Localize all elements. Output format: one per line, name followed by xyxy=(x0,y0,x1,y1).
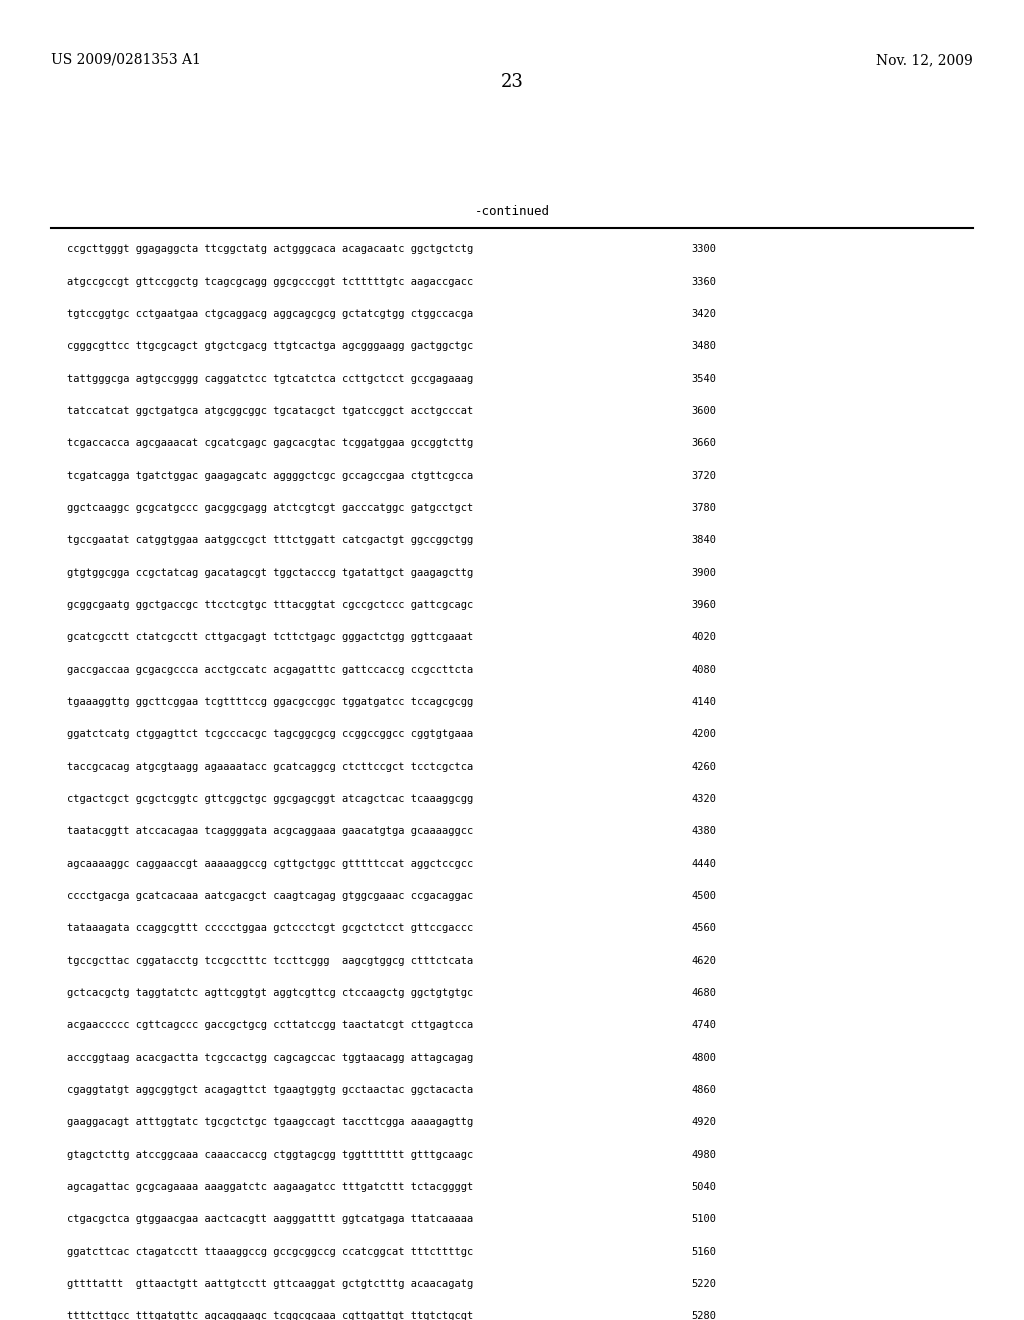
Text: -continued: -continued xyxy=(474,205,550,218)
Text: 3300: 3300 xyxy=(691,244,716,255)
Text: 3900: 3900 xyxy=(691,568,716,578)
Text: 4140: 4140 xyxy=(691,697,716,708)
Text: agcagattac gcgcagaaaa aaaggatctc aagaagatcc tttgatcttt tctacggggt: agcagattac gcgcagaaaa aaaggatctc aagaaga… xyxy=(67,1183,473,1192)
Text: 3420: 3420 xyxy=(691,309,716,319)
Text: gcatcgcctt ctatcgcctt cttgacgagt tcttctgagc gggactctgg ggttcgaaat: gcatcgcctt ctatcgcctt cttgacgagt tcttctg… xyxy=(67,632,473,643)
Text: 3720: 3720 xyxy=(691,471,716,480)
Text: atgccgccgt gttccggctg tcagcgcagg ggcgcccggt tctttttgtc aagaccgacc: atgccgccgt gttccggctg tcagcgcagg ggcgccc… xyxy=(67,277,473,286)
Text: gcggcgaatg ggctgaccgc ttcctcgtgc tttacggtat cgccgctccc gattcgcagc: gcggcgaatg ggctgaccgc ttcctcgtgc tttacgg… xyxy=(67,599,473,610)
Text: 5220: 5220 xyxy=(691,1279,716,1290)
Text: tcgatcagga tgatctggac gaagagcatc aggggctcgc gccagccgaa ctgttcgcca: tcgatcagga tgatctggac gaagagcatc aggggct… xyxy=(67,471,473,480)
Text: gaaggacagt atttggtatc tgcgctctgc tgaagccagt taccttcgga aaaagagttg: gaaggacagt atttggtatc tgcgctctgc tgaagcc… xyxy=(67,1117,473,1127)
Text: US 2009/0281353 A1: US 2009/0281353 A1 xyxy=(51,53,201,67)
Text: ctgacgctca gtggaacgaa aactcacgtt aagggatttt ggtcatgaga ttatcaaaaa: ctgacgctca gtggaacgaa aactcacgtt aagggat… xyxy=(67,1214,473,1225)
Text: 4800: 4800 xyxy=(691,1053,716,1063)
Text: 4200: 4200 xyxy=(691,729,716,739)
Text: agcaaaaggc caggaaccgt aaaaaggccg cgttgctggc gtttttccat aggctccgcc: agcaaaaggc caggaaccgt aaaaaggccg cgttgct… xyxy=(67,859,473,869)
Text: 4740: 4740 xyxy=(691,1020,716,1031)
Text: 5040: 5040 xyxy=(691,1183,716,1192)
Text: 3840: 3840 xyxy=(691,536,716,545)
Text: 4440: 4440 xyxy=(691,859,716,869)
Text: acgaaccccc cgttcagccc gaccgctgcg ccttatccgg taactatcgt cttgagtcca: acgaaccccc cgttcagccc gaccgctgcg ccttatc… xyxy=(67,1020,473,1031)
Text: 4080: 4080 xyxy=(691,665,716,675)
Text: 3960: 3960 xyxy=(691,599,716,610)
Text: tatccatcat ggctgatgca atgcggcggc tgcatacgct tgatccggct acctgcccat: tatccatcat ggctgatgca atgcggcggc tgcatac… xyxy=(67,407,473,416)
Text: ctgactcgct gcgctcggtc gttcggctgc ggcgagcggt atcagctcac tcaaaggcgg: ctgactcgct gcgctcggtc gttcggctgc ggcgagc… xyxy=(67,795,473,804)
Text: 3540: 3540 xyxy=(691,374,716,384)
Text: gttttattt  gttaactgtt aattgtcctt gttcaaggat gctgtctttg acaacagatg: gttttattt gttaactgtt aattgtcctt gttcaagg… xyxy=(67,1279,473,1290)
Text: tgccgaatat catggtggaa aatggccgct tttctggatt catcgactgt ggccggctgg: tgccgaatat catggtggaa aatggccgct tttctgg… xyxy=(67,536,473,545)
Text: 4500: 4500 xyxy=(691,891,716,902)
Text: 4260: 4260 xyxy=(691,762,716,772)
Text: gaccgaccaa gcgacgccca acctgccatc acgagatttc gattccaccg ccgccttcta: gaccgaccaa gcgacgccca acctgccatc acgagat… xyxy=(67,665,473,675)
Text: ggctcaaggc gcgcatgccc gacggcgagg atctcgtcgt gacccatggc gatgcctgct: ggctcaaggc gcgcatgccc gacggcgagg atctcgt… xyxy=(67,503,473,513)
Text: 4920: 4920 xyxy=(691,1117,716,1127)
Text: 23: 23 xyxy=(501,73,523,91)
Text: taatacggtt atccacagaa tcaggggata acgcaggaaa gaacatgtga gcaaaaggcc: taatacggtt atccacagaa tcaggggata acgcagg… xyxy=(67,826,473,837)
Text: 5160: 5160 xyxy=(691,1246,716,1257)
Text: 3480: 3480 xyxy=(691,342,716,351)
Text: cccctgacga gcatcacaaa aatcgacgct caagtcagag gtggcgaaac ccgacaggac: cccctgacga gcatcacaaa aatcgacgct caagtca… xyxy=(67,891,473,902)
Text: tgtccggtgc cctgaatgaa ctgcaggacg aggcagcgcg gctatcgtgg ctggccacga: tgtccggtgc cctgaatgaa ctgcaggacg aggcagc… xyxy=(67,309,473,319)
Text: tataaagata ccaggcgttt ccccctggaa gctccctcgt gcgctctcct gttccgaccc: tataaagata ccaggcgttt ccccctggaa gctccct… xyxy=(67,924,473,933)
Text: ccgcttgggt ggagaggcta ttcggctatg actgggcaca acagacaatc ggctgctctg: ccgcttgggt ggagaggcta ttcggctatg actgggc… xyxy=(67,244,473,255)
Text: taccgcacag atgcgtaagg agaaaatacc gcatcaggcg ctcttccgct tcctcgctca: taccgcacag atgcgtaagg agaaaatacc gcatcag… xyxy=(67,762,473,772)
Text: gctcacgctg taggtatctc agttcggtgt aggtcgttcg ctccaagctg ggctgtgtgc: gctcacgctg taggtatctc agttcggtgt aggtcgt… xyxy=(67,987,473,998)
Text: tgaaaggttg ggcttcggaa tcgttttccg ggacgccggc tggatgatcc tccagcgcgg: tgaaaggttg ggcttcggaa tcgttttccg ggacgcc… xyxy=(67,697,473,708)
Text: 5280: 5280 xyxy=(691,1312,716,1320)
Text: tgccgcttac cggatacctg tccgcctttc tccttcggg  aagcgtggcg ctttctcata: tgccgcttac cggatacctg tccgcctttc tccttcg… xyxy=(67,956,473,966)
Text: ttttcttgcc tttgatgttc agcaggaagc tcggcgcaaa cgttgattgt ttgtctgcgt: ttttcttgcc tttgatgttc agcaggaagc tcggcgc… xyxy=(67,1312,473,1320)
Text: 3780: 3780 xyxy=(691,503,716,513)
Text: 4680: 4680 xyxy=(691,987,716,998)
Text: cgaggtatgt aggcggtgct acagagttct tgaagtggtg gcctaactac ggctacacta: cgaggtatgt aggcggtgct acagagttct tgaagtg… xyxy=(67,1085,473,1096)
Text: 3660: 3660 xyxy=(691,438,716,449)
Text: cgggcgttcc ttgcgcagct gtgctcgacg ttgtcactga agcgggaagg gactggctgc: cgggcgttcc ttgcgcagct gtgctcgacg ttgtcac… xyxy=(67,342,473,351)
Text: ggatctcatg ctggagttct tcgcccacgc tagcggcgcg ccggccggcc cggtgtgaaa: ggatctcatg ctggagttct tcgcccacgc tagcggc… xyxy=(67,729,473,739)
Text: 3600: 3600 xyxy=(691,407,716,416)
Text: 4380: 4380 xyxy=(691,826,716,837)
Text: 4860: 4860 xyxy=(691,1085,716,1096)
Text: 5100: 5100 xyxy=(691,1214,716,1225)
Text: 4560: 4560 xyxy=(691,924,716,933)
Text: 4020: 4020 xyxy=(691,632,716,643)
Text: tattgggcga agtgccgggg caggatctcc tgtcatctca ccttgctcct gccgagaaag: tattgggcga agtgccgggg caggatctcc tgtcatc… xyxy=(67,374,473,384)
Text: acccggtaag acacgactta tcgccactgg cagcagccac tggtaacagg attagcagag: acccggtaag acacgactta tcgccactgg cagcagc… xyxy=(67,1053,473,1063)
Text: tcgaccacca agcgaaacat cgcatcgagc gagcacgtac tcggatggaa gccggtcttg: tcgaccacca agcgaaacat cgcatcgagc gagcacg… xyxy=(67,438,473,449)
Text: ggatcttcac ctagatcctt ttaaaggccg gccgcggccg ccatcggcat tttcttttgc: ggatcttcac ctagatcctt ttaaaggccg gccgcgg… xyxy=(67,1246,473,1257)
Text: 4980: 4980 xyxy=(691,1150,716,1160)
Text: 3360: 3360 xyxy=(691,277,716,286)
Text: 4620: 4620 xyxy=(691,956,716,966)
Text: gtgtggcgga ccgctatcag gacatagcgt tggctacccg tgatattgct gaagagcttg: gtgtggcgga ccgctatcag gacatagcgt tggctac… xyxy=(67,568,473,578)
Text: 4320: 4320 xyxy=(691,795,716,804)
Text: Nov. 12, 2009: Nov. 12, 2009 xyxy=(877,53,973,67)
Text: gtagctcttg atccggcaaa caaaccaccg ctggtagcgg tggttttttt gtttgcaagc: gtagctcttg atccggcaaa caaaccaccg ctggtag… xyxy=(67,1150,473,1160)
